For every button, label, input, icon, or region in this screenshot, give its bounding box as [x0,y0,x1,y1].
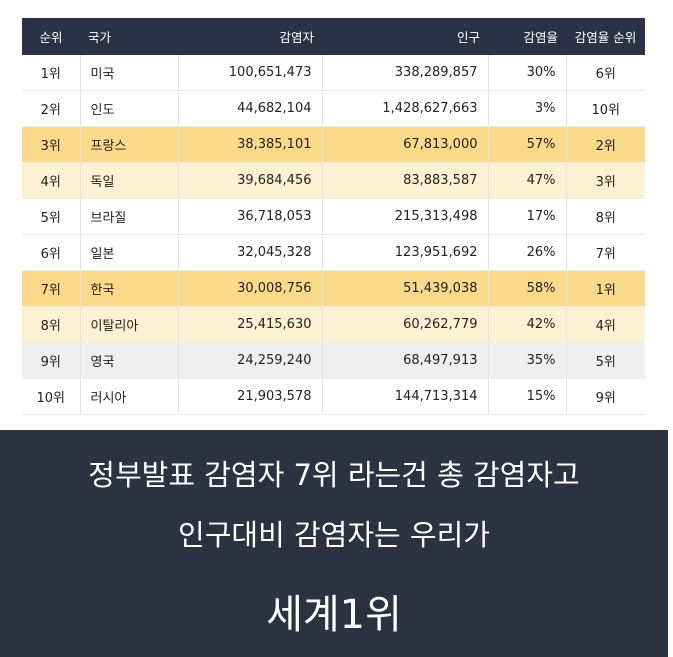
table-row: 5위 브라질 36,718,053 215,313,498 17% 8위 [22,198,645,235]
table-row: 2위 인도 44,682,104 1,428,627,663 3% 10위 [22,90,645,127]
table-cell: 38,385,101 [177,126,322,163]
table-cell: 26% [487,234,566,271]
table-cell: 7위 [22,270,80,307]
table-cell: 42% [487,306,566,343]
table-cell: 60,262,779 [321,306,488,343]
table-row: 1위 미국 100,651,473 338,289,857 30% 6위 [22,55,645,91]
table-cell: 8위 [22,306,80,343]
table-cell: 58% [487,270,566,307]
table-row: 7위 한국 30,008,756 51,439,038 58% 1위 [22,270,645,307]
table-row: 6위 일본 32,045,328 123,951,692 26% 7위 [22,234,645,271]
table-cell: 인도 [79,90,178,127]
table-cell: 4위 [565,306,645,343]
ranking-table: 순위 국가 감염자 인구 감염율 감염율 순위 1위 미국 100,651,473 338,28… [22,18,645,415]
table-cell: 30% [487,55,566,91]
table-cell: 10위 [22,378,80,415]
table-cell: 5위 [22,198,80,235]
caption-line: 인구대비 감염자는 우리가 [178,518,490,552]
table-cell: 30,008,756 [177,270,322,307]
table-cell: 36,718,053 [177,198,322,235]
table-cell: 51,439,038 [321,270,488,307]
caption-highlight: 세계1위 [266,592,402,638]
table-cell: 미국 [79,55,178,91]
table-cell: 10위 [565,90,645,127]
table-cell: 일본 [79,234,178,271]
table-cell: 47% [487,162,566,199]
table-cell: 17% [487,198,566,235]
table-cell: 68,497,913 [321,342,488,379]
header-cell: 감염율 순위 [566,18,645,55]
table-cell: 144,713,314 [321,378,488,415]
table-cell: 9위 [565,378,645,415]
header-row: 순위 국가 감염자 인구 감염율 감염율 순위 [22,18,645,55]
table-cell: 35% [487,342,566,379]
table-cell: 한국 [79,270,178,307]
table-cell: 21,903,578 [177,378,322,415]
table-cell: 이탈리아 [79,306,178,343]
table-cell: 215,313,498 [321,198,488,235]
table-cell: 6위 [565,55,645,91]
table-row: 9위 영국 24,259,240 68,497,913 35% 5위 [22,342,645,379]
table-cell: 프랑스 [79,126,178,163]
table-cell: 39,684,456 [177,162,322,199]
header-cell: 감염율 [488,18,566,55]
table-cell: 5위 [565,342,645,379]
header-cell: 국가 [80,18,178,55]
header-cell: 인구 [322,18,488,55]
caption-line: 정부발표 감염자 7위 라는건 총 감염자고 [88,458,580,492]
table-cell: 83,883,587 [321,162,488,199]
table-cell: 24,259,240 [177,342,322,379]
table-cell: 44,682,104 [177,90,322,127]
table-cell: 7위 [565,234,645,271]
table-cell: 15% [487,378,566,415]
table-cell: 57% [487,126,566,163]
table-cell: 2위 [22,90,80,127]
table-cell: 3위 [22,126,80,163]
table-row: 4위 독일 39,684,456 83,883,587 47% 3위 [22,162,645,199]
table-cell: 독일 [79,162,178,199]
table-row: 3위 프랑스 38,385,101 67,813,000 57% 2위 [22,126,645,163]
table-row: 8위 이탈리아 25,415,630 60,262,779 42% 4위 [22,306,645,343]
table-cell: 3% [487,90,566,127]
caption-panel: 정부발표 감염자 7위 라는건 총 감염자고 인구대비 감염자는 우리가 세계1… [0,430,668,657]
table-cell: 9위 [22,342,80,379]
table-body: 1위 미국 100,651,473 338,289,857 30% 6위 2위 인도 44,68… [22,55,645,415]
table-cell: 1,428,627,663 [321,90,488,127]
table-cell: 6위 [22,234,80,271]
table-cell: 100,651,473 [177,55,322,91]
table-cell: 러시아 [79,378,178,415]
table-cell: 3위 [565,162,645,199]
table-cell: 8위 [565,198,645,235]
table-cell: 2위 [565,126,645,163]
header-cell: 순위 [22,18,80,55]
table-cell: 영국 [79,342,178,379]
table-cell: 25,415,630 [177,306,322,343]
table-cell: 123,951,692 [321,234,488,271]
table-row: 10위 러시아 21,903,578 144,713,314 15% 9위 [22,378,645,415]
table-cell: 338,289,857 [321,55,488,91]
table-cell: 1위 [22,55,80,91]
table-cell: 32,045,328 [177,234,322,271]
header-cell: 감염자 [178,18,322,55]
table-cell: 1위 [565,270,645,307]
table-cell: 브라질 [79,198,178,235]
table-cell: 67,813,000 [321,126,488,163]
table-cell: 4위 [22,162,80,199]
